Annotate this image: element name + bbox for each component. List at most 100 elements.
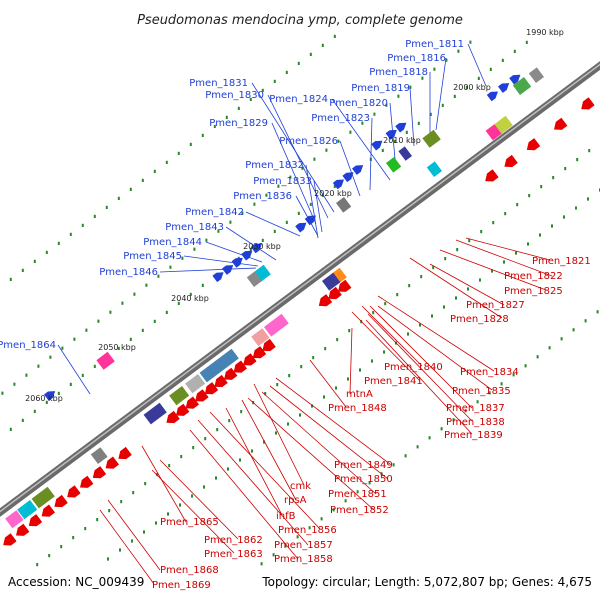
track-dot [189,292,192,296]
reverse-gene-8 [262,338,276,352]
track-dot [153,169,156,173]
domain-23 [90,447,108,465]
track-dot [145,283,148,287]
track-dot [180,455,183,459]
gene-label-lower: Pmen_1837 [446,403,505,414]
leader-upper-8 [251,82,335,213]
track-dot [191,494,193,498]
kbp-marker: 2010 kbp [383,136,421,145]
leader-upper-14 [245,211,301,237]
track-dot [323,395,325,399]
domain-4 [386,157,402,173]
track-dot [588,149,591,153]
track-dot [416,445,419,449]
gene-label-upper: Pmen_1844 [143,237,202,248]
domain-11 [426,161,442,177]
track-dot [284,544,287,548]
track-dot [73,337,76,341]
gene-label-upper: Pmen_1826 [279,136,338,147]
gene-label-lower: ihfB [276,511,296,522]
domain-box [331,267,347,284]
reverse-arrow [224,367,238,380]
track-dot [321,43,324,47]
track-dot [467,287,469,291]
domain-17 [185,374,206,394]
leader-upper-15 [225,226,277,261]
gene-label-lower: Pmen_1834 [460,367,519,378]
track-dot [337,139,340,143]
leader-upper-18 [159,267,257,273]
leader-lower-15 [269,385,389,480]
forward-arrow [486,91,499,102]
track-dot [311,404,313,408]
track-dot [420,275,423,279]
domain-box [246,271,262,288]
track-dot [121,301,124,305]
track-dot [107,557,109,561]
track-dot [141,178,144,182]
track-dot [444,257,447,261]
forward-arrow [332,179,345,190]
leader-lower-24 [141,445,187,523]
gene-label-lower: Pmen_1869 [152,580,211,591]
track-dot [240,410,243,414]
track-dot [361,121,364,125]
gene-label-lower: Pmen_1821 [532,256,591,267]
track-dot [383,350,385,354]
track-dot [515,251,517,255]
track-dot [513,49,516,53]
track-dot [239,458,241,462]
domain-14 [263,313,289,337]
reverse-arrow [243,353,257,366]
track-dot [596,310,599,314]
track-dot [120,500,123,504]
track-dot [153,319,156,323]
track-dot [488,391,491,395]
track-dot [117,346,120,350]
gene-label-lower: Pmen_1835 [452,386,511,397]
leader-lower-3 [429,263,505,306]
gene-label-upper: Pmen_1832 [245,160,304,171]
genome-summary-text: Topology: circular; Length: 5,072,807 bp… [261,575,592,589]
track-dot [167,512,169,516]
leader-lower-16 [253,383,305,486]
forward-gene-5 [371,140,383,151]
reverse-arrow [328,286,342,300]
leader-lower-0 [465,237,551,261]
forward-arrow [222,265,234,275]
track-dot [93,214,96,218]
leader-lower-11 [365,319,473,435]
reverse-gene-6 [328,286,342,300]
track-dot [201,133,204,137]
gene-label-lower: Pmen_1852 [330,505,389,516]
domain-box [386,157,402,173]
reverse-gene-10 [243,353,257,366]
track-dot [469,40,472,44]
track-dot [501,58,504,62]
gene-label-lower: Pmen_1862 [204,535,263,546]
track-dot [156,473,159,477]
track-dot [308,526,311,530]
forward-arrow [304,215,317,226]
track-dot [251,449,253,453]
track-dot [491,269,493,273]
leader-lower-12 [349,327,353,395]
forward-arrow [342,172,354,183]
leader-upper-11 [305,164,319,239]
track-dot [564,167,567,171]
track-dot [168,464,171,468]
track-dot [273,229,276,233]
forward-arrow [295,222,307,233]
reverse-gene-4 [485,169,499,182]
gene-label-upper: Pmen_1816 [387,53,446,64]
track-dot [429,112,432,116]
genome-title: Pseudomonas mendocina ymp, complete geno… [137,13,463,28]
track-dot [396,293,399,297]
forward-arrow [371,140,383,151]
track-dot [516,203,519,207]
gene-label-lower: Pmen_1868 [160,565,219,576]
gene-label-lower: Pmen_1849 [334,460,393,471]
track-dot [371,359,373,363]
forward-gene-13 [231,257,243,268]
